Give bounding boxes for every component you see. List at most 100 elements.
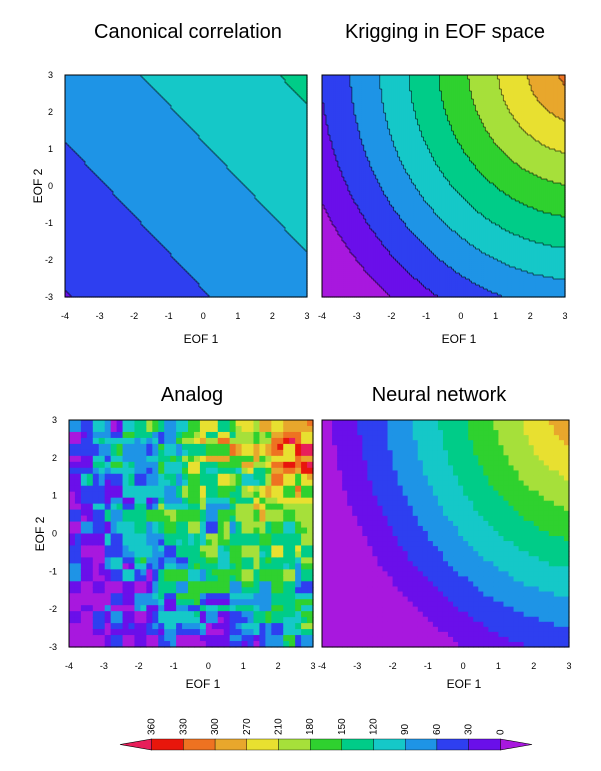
- heat-cell: [75, 151, 78, 154]
- heat-cell: [65, 141, 68, 144]
- heat-cell: [73, 175, 76, 178]
- heat-cell: [73, 203, 76, 206]
- heat-cell: [67, 131, 70, 134]
- heat-cell: [69, 291, 72, 294]
- heat-cell: [71, 91, 74, 94]
- heat-cell: [73, 193, 76, 196]
- heat-cell: [69, 125, 72, 128]
- heat-cell: [75, 247, 78, 250]
- heat-cell: [73, 131, 76, 134]
- heat-cell: [65, 237, 68, 240]
- heat-cell: [71, 193, 74, 196]
- heat-cell: [75, 289, 78, 292]
- heat-cell: [65, 295, 68, 298]
- heat-cell: [77, 215, 80, 218]
- heat-cell: [79, 209, 82, 212]
- heat-cell: [67, 265, 70, 268]
- heat-cell: [69, 225, 72, 228]
- heat-cell: [67, 237, 70, 240]
- heat-cell: [77, 75, 80, 78]
- heat-cell: [79, 171, 82, 174]
- heat-cell: [79, 165, 82, 168]
- heat-cell: [73, 289, 76, 292]
- heat-cell: [65, 107, 68, 110]
- heat-cell: [77, 209, 80, 212]
- heat-cell: [71, 289, 74, 292]
- heat-cell: [67, 199, 70, 202]
- heat-cell: [69, 189, 72, 192]
- heat-cell: [77, 129, 80, 132]
- heat-cell: [77, 283, 80, 286]
- heat-cell: [79, 107, 82, 110]
- heat-cell: [75, 131, 78, 134]
- heat-cell: [81, 253, 84, 256]
- heat-cell: [79, 217, 82, 220]
- heat-cell: [71, 203, 74, 206]
- heat-cell: [69, 129, 72, 132]
- heat-cell: [65, 243, 68, 246]
- heat-cell: [65, 139, 68, 142]
- heat-cell: [69, 193, 72, 196]
- heat-cell: [71, 155, 74, 158]
- heat-cell: [73, 93, 76, 96]
- heat-cell: [75, 281, 78, 284]
- heat-cell: [65, 135, 68, 138]
- heat-cell: [69, 181, 72, 184]
- heat-cell: [65, 283, 68, 286]
- heat-cell: [73, 179, 76, 182]
- heat-cell: [73, 205, 76, 208]
- heat-cell: [69, 279, 72, 282]
- heat-cell: [65, 211, 68, 214]
- heat-cell: [75, 235, 78, 238]
- heat-cell: [81, 171, 84, 174]
- heat-cell: [73, 249, 76, 252]
- heat-cell: [69, 247, 72, 250]
- heat-cell: [71, 97, 74, 100]
- heat-cell: [71, 87, 74, 90]
- heat-cell: [71, 187, 74, 190]
- heat-cell: [71, 83, 74, 86]
- heat-cell: [67, 195, 70, 198]
- heat-cell: [79, 293, 82, 296]
- heat-cell: [67, 249, 70, 252]
- heat-cell: [81, 245, 84, 248]
- heat-cell: [75, 163, 78, 166]
- heat-cell: [73, 125, 76, 128]
- heat-cell: [81, 155, 84, 158]
- heat-cell: [77, 279, 80, 282]
- heat-cell: [71, 231, 74, 234]
- heat-cell: [77, 239, 80, 242]
- heat-cell: [77, 253, 80, 256]
- heat-cell: [73, 89, 76, 92]
- heat-cell: [69, 155, 72, 158]
- heat-cell: [71, 121, 74, 124]
- heat-cell: [83, 83, 86, 86]
- heat-cell: [75, 125, 78, 128]
- heat-cell: [71, 221, 74, 224]
- heat-cell: [77, 175, 80, 178]
- heat-cell: [77, 111, 80, 114]
- heat-cell: [69, 143, 72, 146]
- heat-cell: [71, 75, 74, 78]
- heat-cell: [81, 283, 84, 286]
- heat-cell: [73, 227, 76, 230]
- heat-cell: [67, 209, 70, 212]
- heat-cell: [77, 273, 80, 276]
- heat-cell: [77, 207, 80, 210]
- heat-cell: [67, 183, 70, 186]
- heat-cell: [67, 119, 70, 122]
- heat-cell: [79, 185, 82, 188]
- heat-cell: [81, 235, 84, 238]
- heat-cell: [81, 117, 84, 120]
- heat-cell: [79, 257, 82, 260]
- heat-cell: [71, 135, 74, 138]
- heat-cell: [65, 241, 68, 244]
- heat-cell: [67, 213, 70, 216]
- heat-cell: [77, 125, 80, 128]
- heat-cell: [75, 83, 78, 86]
- heat-cell: [79, 259, 82, 262]
- heat-cell: [71, 179, 74, 182]
- heat-cell: [77, 187, 80, 190]
- heat-cell: [65, 215, 68, 218]
- heat-cell: [65, 201, 68, 204]
